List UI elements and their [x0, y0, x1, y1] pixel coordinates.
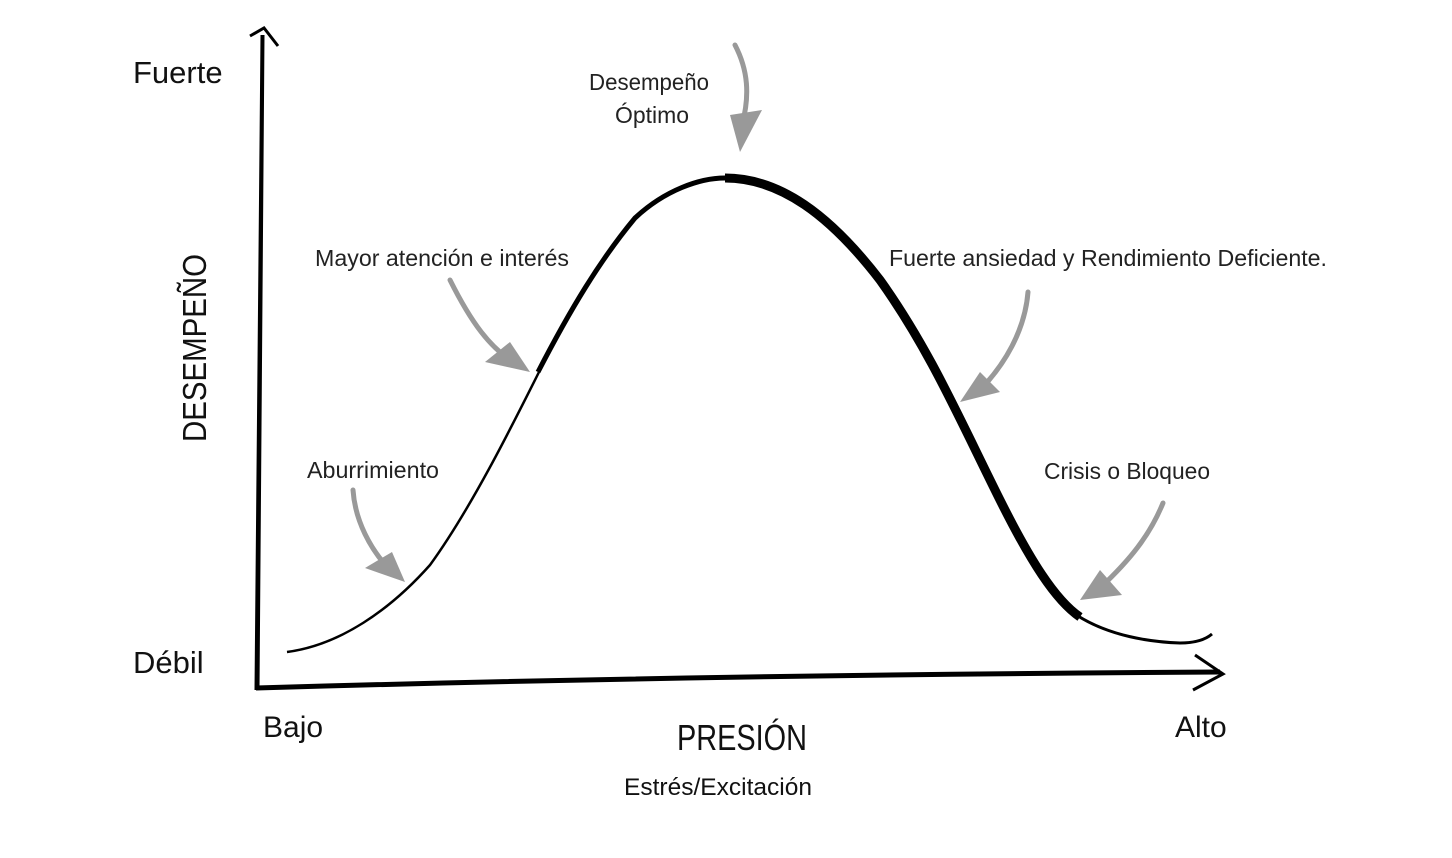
arrow-boredom	[350, 487, 405, 582]
y-axis	[254, 34, 265, 691]
annotation: Fuerte ansiedad y Rendimiento Deficiente…	[889, 245, 1327, 271]
y-axis-label: DESEMPEÑO	[176, 254, 213, 442]
curve-left	[286, 369, 542, 654]
annotation: Aburrimiento	[307, 457, 439, 483]
annotation: Desempeño	[589, 69, 709, 95]
x-left-label: Bajo	[263, 711, 323, 744]
x-axis-label: PRESIÓN	[677, 717, 807, 758]
y-axis-arrow	[249, 26, 280, 47]
annotation: Crisis o Bloqueo	[1044, 458, 1210, 484]
y-bottom-label: Débil	[133, 645, 204, 680]
x-right-label: Alto	[1175, 711, 1227, 744]
x-axis	[255, 669, 1221, 691]
arrow-optimal	[730, 42, 762, 152]
arrow-anxiety	[960, 289, 1031, 402]
annotation: Mayor atención e interés	[315, 245, 569, 271]
arrow-attention	[447, 277, 530, 372]
x-axis-sublabel: Estrés/Excitación	[624, 774, 812, 801]
arrow-crisis	[1080, 500, 1166, 600]
annotation: Óptimo	[615, 102, 689, 128]
curve-rise	[535, 175, 726, 374]
y-top-label: Fuerte	[133, 55, 223, 90]
curve-tail	[1077, 614, 1213, 645]
x-axis-arrow	[1192, 653, 1226, 692]
curve-fall	[724, 173, 1083, 621]
